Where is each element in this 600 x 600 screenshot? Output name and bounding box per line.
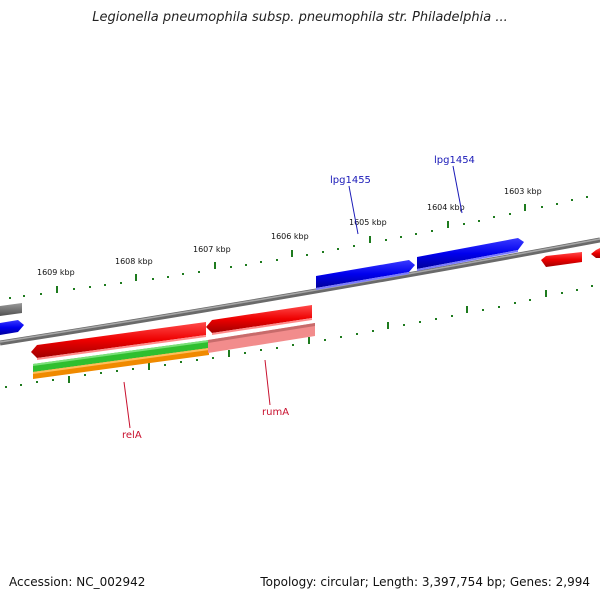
ruler-label-1604: 1604 kbp bbox=[427, 203, 465, 212]
forward-gene-left-blue[interactable] bbox=[0, 320, 24, 335]
ruler-label-1609: 1609 kbp bbox=[37, 268, 75, 277]
leader-line-lpg1455 bbox=[348, 185, 359, 235]
leader-line-rumA bbox=[264, 359, 271, 406]
gene-label-lpg1455[interactable]: lpg1455 bbox=[330, 175, 371, 186]
gene-label-lpg1454[interactable]: lpg1454 bbox=[434, 155, 475, 166]
ruler-label-1608: 1608 kbp bbox=[115, 257, 153, 266]
lower-tick-track bbox=[5, 285, 593, 388]
genome-summary-text: Topology: circular; Length: 3,397,754 bp… bbox=[260, 575, 590, 589]
forward-gene-right-red[interactable] bbox=[541, 248, 600, 267]
upper-tick-track bbox=[9, 196, 588, 299]
genome-backbone bbox=[0, 237, 600, 346]
ruler-label-1606: 1606 kbp bbox=[271, 232, 309, 241]
leader-line-lpg1454 bbox=[452, 165, 463, 214]
genome-title: Legionella pneumophila subsp. pneumophil… bbox=[92, 10, 508, 25]
forward-gene-left-grey[interactable] bbox=[0, 303, 22, 316]
gene-label-rumA[interactable]: rumA bbox=[262, 407, 289, 418]
ruler-label-1605: 1605 kbp bbox=[349, 218, 387, 227]
accession-text: Accession: NC_002942 bbox=[9, 575, 146, 589]
feature-orange-relA[interactable] bbox=[33, 348, 209, 379]
reverse-gene-relA[interactable] bbox=[31, 322, 206, 360]
reverse-gene-rumA[interactable] bbox=[206, 305, 312, 335]
forward-gene-lpg1454[interactable] bbox=[417, 238, 524, 271]
ruler-label-1607: 1607 kbp bbox=[193, 245, 231, 254]
gene-label-relA[interactable]: relA bbox=[122, 430, 142, 441]
feature-green-relA[interactable] bbox=[33, 340, 209, 372]
leader-line-relA bbox=[123, 381, 131, 429]
feature-pink-rumA[interactable] bbox=[208, 323, 315, 353]
ruler-label-1603: 1603 kbp bbox=[504, 187, 542, 196]
forward-gene-lpg1455[interactable] bbox=[316, 260, 415, 290]
